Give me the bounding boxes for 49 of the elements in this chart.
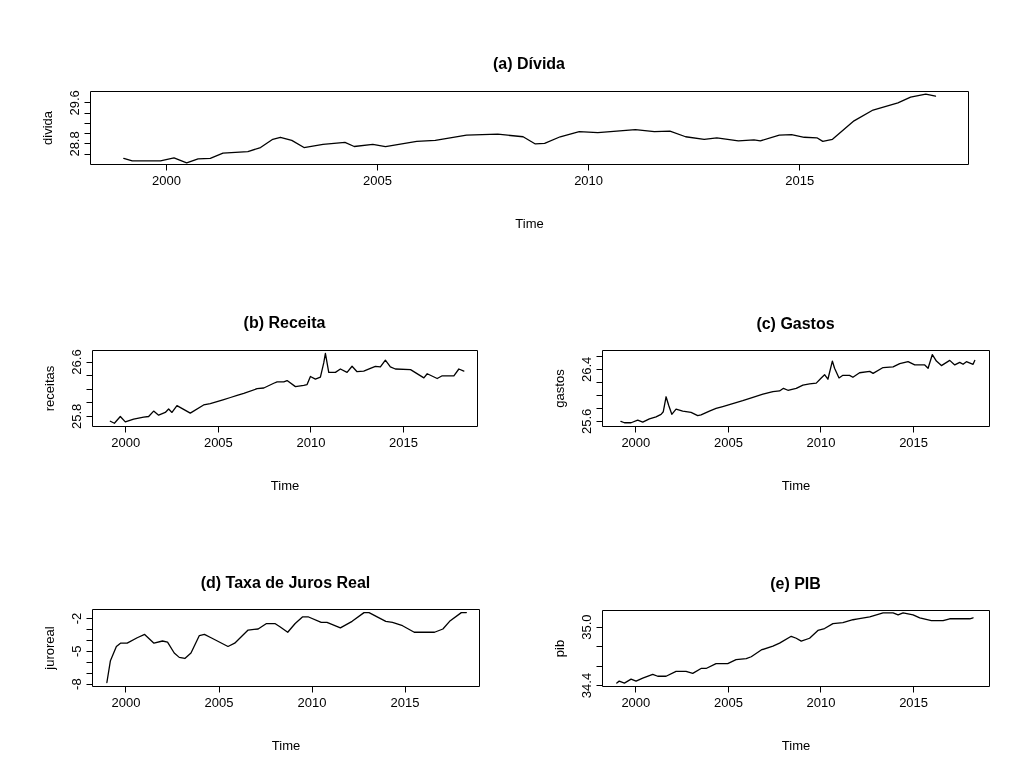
line-series [109, 352, 465, 424]
x-tick-label: 2015 [390, 694, 420, 710]
y-axis-title: receitas [41, 365, 57, 412]
x-tick-label: 2010 [296, 434, 326, 450]
x-tick-label: 2010 [806, 434, 836, 450]
x-tick-label: 2000 [152, 172, 181, 188]
x-tick-label: 2000 [111, 434, 141, 450]
chart-title: (b) Receita [243, 313, 326, 331]
x-tick-label: 2010 [806, 694, 836, 710]
x-tick-label: 2005 [204, 694, 234, 710]
y-tick-label: 34.4 [578, 672, 594, 699]
x-axis-title: Time [781, 477, 811, 493]
chart-title: (a) Dívida [492, 54, 566, 72]
chart-title: (e) PIB [770, 575, 821, 592]
x-tick-label: 2010 [574, 172, 604, 188]
y-tick-label: 26.6 [68, 349, 84, 375]
y-axis-title: juroreal [41, 626, 57, 671]
x-tick-label: 2005 [713, 434, 743, 450]
x-axis-title: Time [271, 737, 301, 753]
chart-title: (c) Gastos [756, 315, 835, 332]
y-tick-label: 25.8 [68, 403, 84, 429]
x-tick-label: 2015 [899, 434, 929, 450]
y-tick-label: 35.0 [578, 614, 594, 640]
chart-title: (d) Taxa de Juros Real [200, 574, 371, 591]
x-axis-title: Time [270, 477, 300, 493]
x-tick-label: 2015 [389, 434, 418, 450]
line-series [620, 353, 976, 424]
y-tick-label: 28.8 [66, 131, 82, 157]
x-tick-label: 2000 [111, 694, 141, 710]
x-tick-label: 2005 [203, 434, 233, 450]
x-tick-label: 2005 [363, 172, 392, 188]
x-tick-label: 2005 [713, 694, 743, 710]
y-axis-title: pib [551, 639, 567, 658]
y-axis-title: divida [39, 110, 55, 145]
x-tick-label: 2010 [297, 694, 327, 710]
y-axis-title: gastos [551, 368, 567, 408]
y-tick-label: 25.6 [578, 408, 594, 434]
x-tick-label: 2015 [785, 172, 815, 188]
x-tick-label: 2000 [621, 434, 651, 450]
x-tick-label: 2000 [621, 694, 651, 710]
y-tick-label: -8 [68, 678, 84, 690]
line-series [106, 611, 467, 684]
x-axis-title: Time [781, 737, 811, 753]
y-tick-label: 26.4 [578, 356, 594, 382]
x-tick-label: 2015 [899, 694, 929, 710]
x-axis-title: Time [515, 215, 544, 231]
y-tick-label: 29.6 [66, 90, 82, 116]
y-tick-label: -2 [68, 612, 84, 625]
y-tick-label: -5 [68, 645, 84, 658]
